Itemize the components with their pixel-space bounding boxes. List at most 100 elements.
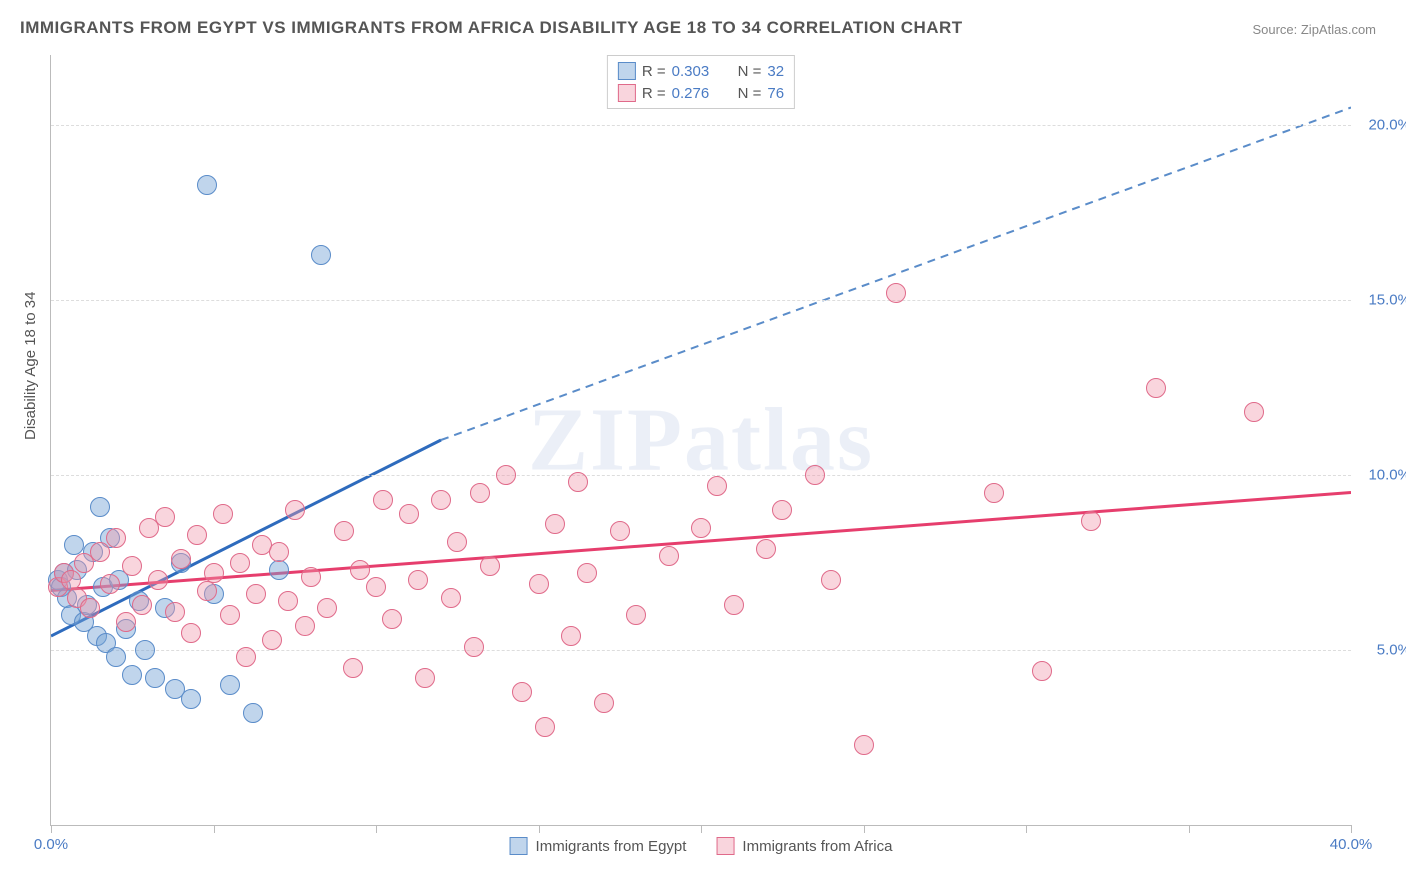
data-point xyxy=(984,483,1004,503)
data-point xyxy=(382,609,402,629)
data-point xyxy=(295,616,315,636)
data-point xyxy=(343,658,363,678)
legend-swatch xyxy=(716,837,734,855)
data-point xyxy=(577,563,597,583)
data-point xyxy=(854,735,874,755)
data-point xyxy=(626,605,646,625)
gridline-h xyxy=(51,475,1351,476)
chart-area: ZIPatlas R = 0.303N = 32R = 0.276N = 76 … xyxy=(50,55,1351,826)
legend-r-value: 0.276 xyxy=(672,85,722,102)
x-tick xyxy=(214,825,215,833)
data-point xyxy=(171,549,191,569)
data-point xyxy=(691,518,711,538)
data-point xyxy=(399,504,419,524)
data-point xyxy=(1146,378,1166,398)
data-point xyxy=(132,595,152,615)
data-point xyxy=(756,539,776,559)
x-tick xyxy=(864,825,865,833)
data-point xyxy=(366,577,386,597)
data-point xyxy=(1081,511,1101,531)
data-point xyxy=(805,465,825,485)
data-point xyxy=(155,507,175,527)
x-tick xyxy=(701,825,702,833)
legend-bottom-item: Immigrants from Egypt xyxy=(510,837,687,855)
data-point xyxy=(278,591,298,611)
data-point xyxy=(545,514,565,534)
x-tick-label: 40.0% xyxy=(1330,836,1373,853)
data-point xyxy=(610,521,630,541)
source-label: Source: ZipAtlas.com xyxy=(1252,22,1376,37)
data-point xyxy=(181,623,201,643)
x-tick xyxy=(1351,825,1352,833)
y-tick-label: 15.0% xyxy=(1368,292,1406,309)
data-point xyxy=(334,521,354,541)
data-point xyxy=(350,560,370,580)
data-point xyxy=(122,556,142,576)
legend-r-value: 0.303 xyxy=(672,63,722,80)
data-point xyxy=(197,175,217,195)
data-point xyxy=(1244,402,1264,422)
data-point xyxy=(480,556,500,576)
x-tick xyxy=(1189,825,1190,833)
data-point xyxy=(1032,661,1052,681)
data-point xyxy=(659,546,679,566)
gridline-h xyxy=(51,300,1351,301)
x-tick xyxy=(51,825,52,833)
legend-top-row: R = 0.303N = 32 xyxy=(618,60,784,82)
legend-r-label: R = xyxy=(642,85,666,102)
data-point xyxy=(220,605,240,625)
data-point xyxy=(135,640,155,660)
data-point xyxy=(470,483,490,503)
data-point xyxy=(80,598,100,618)
data-point xyxy=(90,497,110,517)
data-point xyxy=(724,595,744,615)
data-point xyxy=(148,570,168,590)
data-point xyxy=(535,717,555,737)
data-point xyxy=(262,630,282,650)
data-point xyxy=(236,647,256,667)
data-point xyxy=(821,570,841,590)
data-point xyxy=(90,542,110,562)
data-point xyxy=(116,612,136,632)
data-point xyxy=(311,245,331,265)
data-point xyxy=(243,703,263,723)
data-point xyxy=(187,525,207,545)
data-point xyxy=(441,588,461,608)
data-point xyxy=(886,283,906,303)
legend-series-label: Immigrants from Africa xyxy=(742,838,892,855)
legend-bottom-item: Immigrants from Africa xyxy=(716,837,892,855)
legend-r-label: R = xyxy=(642,63,666,80)
legend-top-row: R = 0.276 N = 76 xyxy=(618,82,784,104)
data-point xyxy=(464,637,484,657)
data-point xyxy=(213,504,233,524)
data-point xyxy=(301,567,321,587)
data-point xyxy=(100,574,120,594)
legend-top: R = 0.303N = 32R = 0.276N = 76 xyxy=(607,55,795,109)
x-tick xyxy=(1026,825,1027,833)
legend-n-label: N = xyxy=(738,63,762,80)
x-tick-label: 0.0% xyxy=(34,836,68,853)
y-axis-title: Disability Age 18 to 34 xyxy=(22,292,39,440)
data-point xyxy=(561,626,581,646)
legend-series-label: Immigrants from Egypt xyxy=(536,838,687,855)
legend-bottom: Immigrants from Egypt Immigrants from Afr… xyxy=(510,837,893,855)
data-point xyxy=(197,581,217,601)
legend-swatch xyxy=(618,62,636,80)
data-point xyxy=(447,532,467,552)
data-point xyxy=(106,528,126,548)
legend-n-value: 76 xyxy=(767,85,784,102)
data-point xyxy=(246,584,266,604)
data-point xyxy=(269,542,289,562)
data-point xyxy=(220,675,240,695)
data-point xyxy=(145,668,165,688)
data-point xyxy=(431,490,451,510)
data-point xyxy=(106,647,126,667)
legend-n-label: N = xyxy=(738,85,762,102)
data-point xyxy=(317,598,337,618)
data-point xyxy=(594,693,614,713)
data-point xyxy=(408,570,428,590)
data-point xyxy=(204,563,224,583)
chart-title: IMMIGRANTS FROM EGYPT VS IMMIGRANTS FROM… xyxy=(20,18,963,38)
data-point xyxy=(122,665,142,685)
data-point xyxy=(269,560,289,580)
